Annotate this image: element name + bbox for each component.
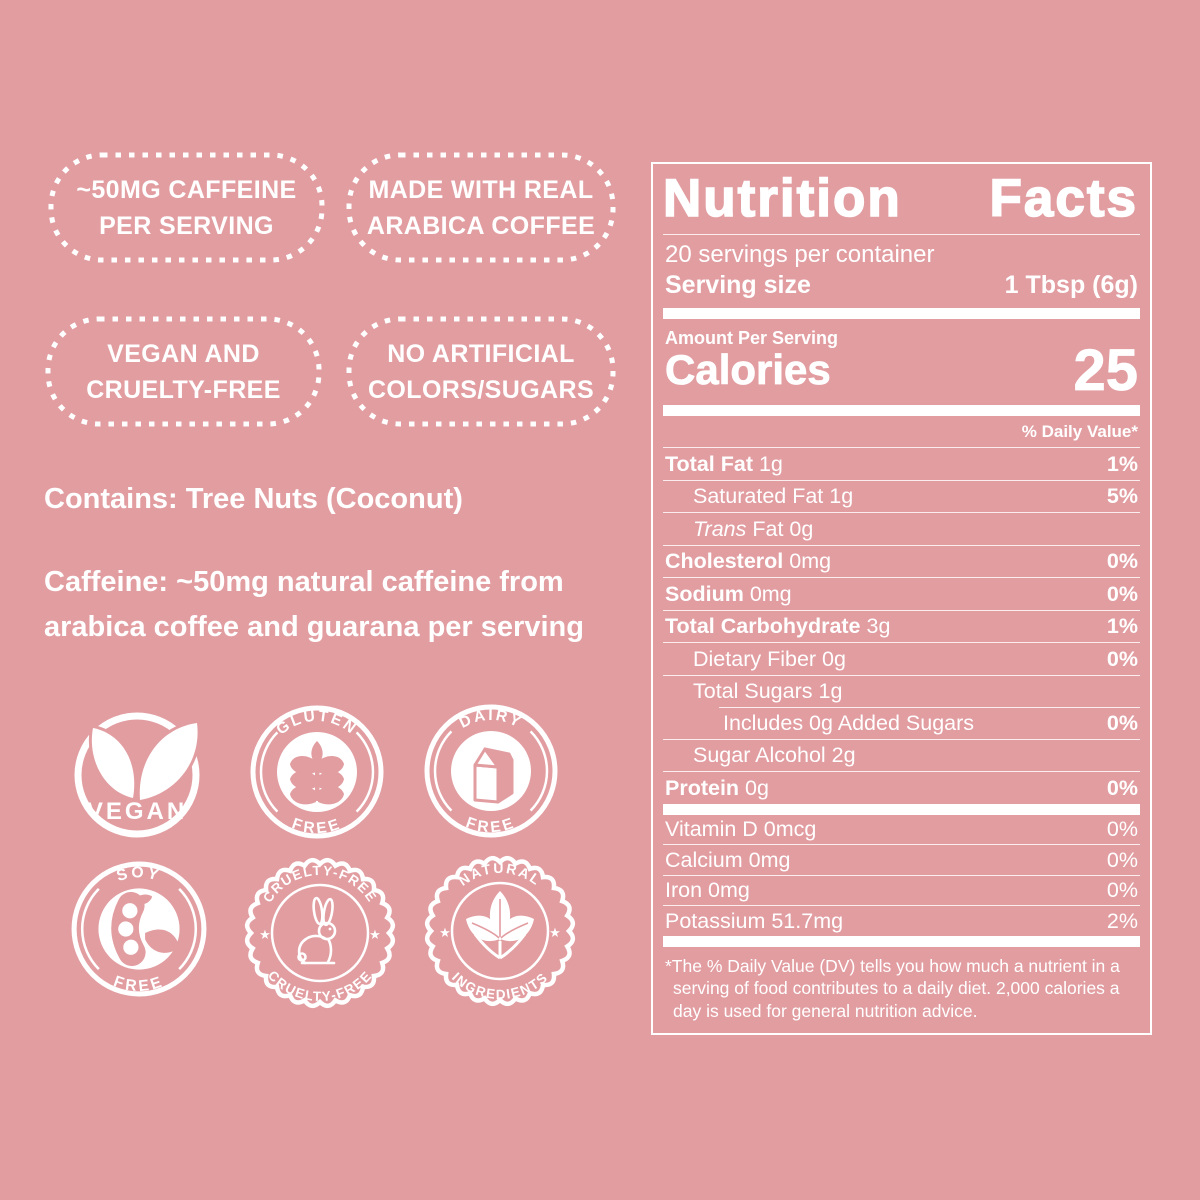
seal-arc-text: NATURAL (455, 860, 544, 889)
serving-size-row: Serving size 1 Tbsp (6g) (663, 270, 1140, 308)
claim-badge-no-artificial: NO ARTIFICIAL COLORS/SUGARS (346, 316, 616, 427)
seal-arc-text: FREE (290, 815, 344, 837)
contains-note: Contains: Tree Nuts (Coconut) (44, 483, 463, 515)
thick-divider (663, 405, 1140, 416)
claim-text: ~50MG CAFFEINE PER SERVING (76, 172, 296, 244)
thick-divider (663, 935, 1140, 947)
nutrient-row-added-sugars: Includes 0g Added Sugars 0% (663, 707, 1140, 739)
claim-text: NO ARTIFICIAL COLORS/SUGARS (368, 336, 594, 408)
caffeine-note: Caffeine: ~50mg natural caffeine from ar… (44, 566, 584, 643)
nutrient-row-iron: Iron 0mg 0% (663, 874, 1140, 906)
nutrient-row-protein: Protein 0g 0% (663, 771, 1140, 804)
title-word: Facts (989, 168, 1138, 229)
daily-value-footnote: *The % Daily Value (DV) tells you how mu… (665, 955, 1120, 1021)
claim-line: PER SERVING (99, 211, 274, 240)
claim-text: MADE WITH REAL ARABICA COFFEE (367, 172, 595, 244)
claim-line: VEGAN AND (107, 339, 260, 368)
seal-arc-text: SOY (115, 864, 164, 885)
nutrition-facts-panel: Nutrition Facts 20 servings per containe… (651, 162, 1152, 1035)
scalloped-edge (244, 857, 396, 1009)
seal-arc-text: INGREDIENTS (449, 969, 551, 1002)
claim-badge-arabica: MADE WITH REAL ARABICA COFFEE (346, 152, 616, 263)
divider (663, 234, 1140, 235)
seal-arc-text: FREE (464, 814, 518, 836)
seal-inner-ring (450, 881, 550, 981)
serving-size-label: Serving size (665, 271, 811, 299)
claim-badge-caffeine: ~50MG CAFFEINE PER SERVING (48, 152, 325, 263)
calories-row: Calories 25 (663, 338, 1140, 403)
milk-carton-icon (473, 747, 514, 804)
seal-outer-ring (71, 861, 207, 997)
claim-line: ~50MG CAFFEINE (76, 175, 297, 204)
nutrient-row-cholesterol: Cholesterol 0mg 0% (663, 544, 1140, 578)
servings-per-container: 20 servings per container (665, 241, 935, 268)
serving-size-value: 1 Tbsp (6g) (1004, 271, 1138, 299)
dashed-border-icon (48, 152, 325, 263)
nutrient-row-total-sugars: Total Sugars 1g (663, 674, 1140, 708)
star-icon: ★ (549, 925, 561, 940)
seal-inner-arc (529, 730, 549, 812)
seal-gluten-free: GLUTEN FREE (250, 705, 384, 839)
claim-line: NO ARTIFICIAL (387, 339, 575, 368)
rabbit-icon (297, 896, 337, 965)
title-word: Nutrition (662, 168, 902, 229)
seal-soy-free: SOY FREE (71, 861, 207, 997)
seal-outer-ring (424, 704, 558, 838)
nutrient-row-total-fat: Total Fat 1g 1% (663, 447, 1140, 480)
seal-ring (74, 712, 200, 838)
star-icon: ★ (439, 925, 451, 940)
nutrient-row-trans-fat: Trans Fat 0g (663, 512, 1140, 545)
nutrient-row-potassium: Potassium 51.7mg 2% (663, 905, 1140, 936)
seal-inner-arc (178, 887, 197, 971)
scalloped-edge (424, 855, 576, 1007)
vegan-leaves-icon (88, 720, 201, 803)
thick-divider (663, 803, 1140, 815)
seal-inner-arc (81, 887, 100, 971)
seal-vegan-label: VEGAN (87, 798, 187, 825)
dashed-border-icon (346, 152, 616, 263)
claim-line: ARABICA COFFEE (366, 211, 596, 240)
thick-divider (663, 308, 1140, 319)
claim-badge-vegan: VEGAN AND CRUELTY-FREE (45, 316, 322, 427)
seal-inner-arc (259, 731, 279, 813)
wheat-icon (290, 741, 344, 805)
claim-text: VEGAN AND CRUELTY-FREE (86, 336, 281, 408)
soybean-pod-icon (111, 891, 180, 967)
claim-line: COLORS/SUGARS (367, 375, 595, 404)
star-icon: ★ (369, 927, 381, 942)
seal-inner-arc (433, 730, 453, 812)
nutrient-row-sodium: Sodium 0mg 0% (663, 577, 1140, 610)
seal-arc-text: FREE (111, 973, 166, 995)
daily-value-header: % Daily Value* (1021, 422, 1138, 441)
nutrition-facts-title: Nutrition Facts (662, 168, 1140, 234)
dashed-border-icon (346, 316, 616, 427)
calories-value: 25 (1073, 338, 1138, 403)
seal-natural-ingredients: ★ ★ NATURAL INGREDIENTS (424, 855, 576, 1007)
nutrient-row-sugar-alcohol: Sugar Alcohol 2g (663, 738, 1140, 772)
seal-arc-text: CRUELTY-FREE (265, 968, 375, 1004)
seal-vegan: VEGAN (74, 712, 201, 838)
nutrient-row-saturated-fat: Saturated Fat 1g 5% (663, 479, 1140, 513)
seal-cruelty-free: ★ ★ CRUELTY-FREE CRUELTY-FREE (244, 857, 396, 1009)
natural-leaves-icon (466, 891, 534, 960)
nutrient-row-calcium: Calcium 0mg 0% (663, 844, 1140, 875)
star-icon: ★ (259, 927, 271, 942)
seal-outer-ring (250, 705, 384, 839)
claim-line: MADE WITH REAL (368, 175, 594, 204)
claim-line: CRUELTY-FREE (86, 375, 281, 404)
nutrient-row-total-carbohydrate: Total Carbohydrate 3g 1% (663, 609, 1140, 643)
seal-inner-ring (270, 883, 370, 983)
nutrient-row-dietary-fiber: Dietary Fiber 0g 0% (663, 642, 1140, 675)
dashed-border-icon (45, 316, 322, 427)
nutrient-row-vitamin-d: Vitamin D 0mcg 0% (665, 817, 1138, 841)
seal-inner-arc (355, 731, 375, 813)
seal-dairy-free: DAIRY FREE (424, 704, 558, 838)
calories-label: Calories (665, 346, 832, 394)
amount-per-serving-label: Amount Per Serving (665, 328, 839, 348)
